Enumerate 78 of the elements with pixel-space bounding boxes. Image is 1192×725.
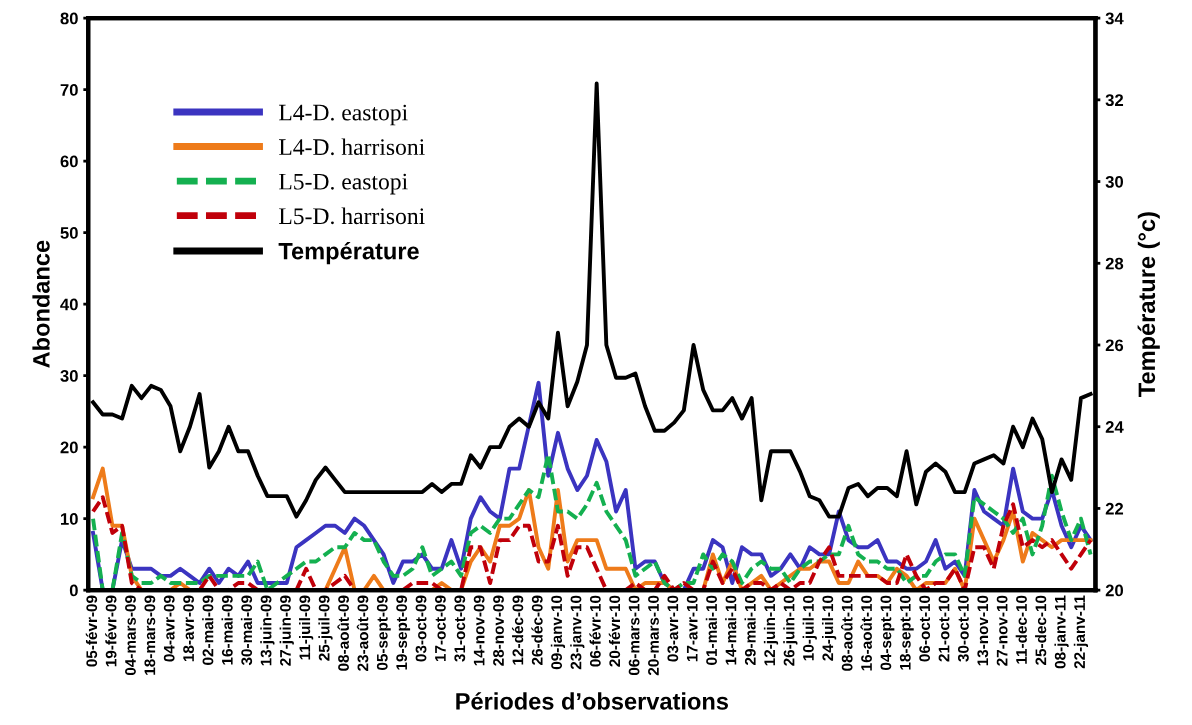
y2-tick-label: 30 <box>1105 175 1124 188</box>
x-tick-label: 05-févr-09 <box>85 595 98 667</box>
x-tick-label: 26-déc-09 <box>531 595 543 665</box>
x-tick-label: 03-avr-10 <box>667 595 679 662</box>
x-tick-label: 20-févr-10 <box>608 595 621 667</box>
x-tick-label: 16-mai-09 <box>221 595 233 665</box>
x-tick-label: 29-mai-10 <box>744 595 756 665</box>
legend-label: L4-D. eastopi <box>279 104 408 126</box>
y-tick-label: 40 <box>60 298 78 311</box>
x-tick-label: 30-mai-09 <box>240 595 253 666</box>
x-tick-label: 10-juil-10 <box>802 595 817 661</box>
x-axis-title: Périodes d’observations <box>456 692 728 710</box>
line-series <box>91 495 1093 591</box>
x-tick-label: 20-mars-10 <box>648 595 659 676</box>
x-tick-label: 08-août-09 <box>337 595 349 671</box>
x-tick-label: 16-août-10 <box>860 595 872 671</box>
y-tick-label: 60 <box>60 155 78 168</box>
y2-tick-label: 22 <box>1105 502 1124 515</box>
x-tick-label: 12-juin-10 <box>763 595 779 666</box>
y2-tick-label: 32 <box>1105 94 1124 107</box>
x-tick-label: 11-dec-10 <box>1015 595 1027 664</box>
y-tick-label: 30 <box>60 370 78 382</box>
y2-tick-label: 28 <box>1105 257 1124 270</box>
x-tick-label: 03-oct-09 <box>415 595 427 662</box>
x-tick-label: 13-juin-09 <box>260 595 275 666</box>
y-axis-title: Abondance <box>32 240 50 368</box>
x-tick-label: 17-oct-09 <box>434 595 446 662</box>
y2-tick-label: 20 <box>1105 584 1124 597</box>
y-tick-label: 50 <box>60 227 78 239</box>
x-tick-label: 08-janv-11 <box>1054 595 1069 669</box>
x-tick-label: 18-mars-09 <box>144 595 156 675</box>
x-tick-label: 08-août-10 <box>841 595 853 671</box>
legend-label: L4-D. harrisoni <box>279 138 425 156</box>
y2-axis-title: Température (°c) <box>1137 212 1160 397</box>
x-tick-label: 23-janv-10 <box>570 595 585 670</box>
x-tick-label: 02-mai-09 <box>202 595 214 665</box>
x-tick-label: 12-déc-09 <box>511 595 524 665</box>
y2-tick-label: 24 <box>1105 421 1124 433</box>
x-tick-label: 19-sept-09 <box>396 595 411 670</box>
x-tick-label: 21-oct-10 <box>938 595 950 662</box>
x-tick-label: 06-oct-10 <box>919 595 931 662</box>
x-tick-label: 04-mars-09 <box>125 595 136 676</box>
x-tick-label: 27-nov-10 <box>996 595 1008 666</box>
x-tick-label: 25-dec-10 <box>1035 595 1047 665</box>
x-tick-label: 04-sept-10 <box>880 595 895 670</box>
x-tick-label: 26-juin-10 <box>783 595 798 666</box>
y-tick-label: 0 <box>69 584 78 597</box>
x-tick-label: 14-mai-10 <box>725 595 737 665</box>
x-tick-label: 22-janv-11 <box>1073 595 1089 669</box>
x-tick-label: 19-févr-09 <box>105 595 117 667</box>
legend-label: Température <box>278 241 419 265</box>
x-tick-label: 18-sept-10 <box>899 595 914 670</box>
x-tick-label: 06-févr-10 <box>589 595 601 667</box>
x-tick-label: 28-nov-09 <box>493 595 504 666</box>
legend-label: L5-D. harrisoni <box>279 207 425 225</box>
x-tick-label: 06-mars-10 <box>628 595 640 676</box>
x-tick-label: 14-nov-09 <box>473 595 485 666</box>
x-tick-label: 11-juil-09 <box>299 595 314 660</box>
x-tick-label: 31-oct-09 <box>454 595 466 662</box>
x-tick-label: 09-janv-10 <box>550 595 566 670</box>
y-tick-label: 20 <box>60 441 78 454</box>
x-tick-label: 05-sept-09 <box>376 595 391 670</box>
y-tick-label: 70 <box>60 84 78 96</box>
x-tick-label: 17-avr-10 <box>686 595 698 662</box>
x-tick-label: 27-juin-09 <box>279 595 294 666</box>
y-tick-label: 80 <box>60 12 78 25</box>
legend-label: L5-D. eastopi <box>279 173 408 195</box>
x-tick-label: 30-oct-10 <box>957 595 969 662</box>
x-tick-label: 04-avr-09 <box>163 595 175 662</box>
y2-tick-label: 26 <box>1105 339 1124 352</box>
x-tick-label: 18-avr-09 <box>183 595 194 662</box>
y-tick-label: 10 <box>61 513 78 525</box>
x-tick-label: 13-nov-10 <box>977 595 989 666</box>
x-tick-label: 01-mai-10 <box>705 595 717 665</box>
x-tick-label: 24-juil-10 <box>821 595 837 661</box>
y2-tick-label: 34 <box>1105 12 1124 25</box>
x-tick-label: 25-juil-09 <box>318 595 333 661</box>
x-tick-label: 23-août-09 <box>356 595 369 671</box>
